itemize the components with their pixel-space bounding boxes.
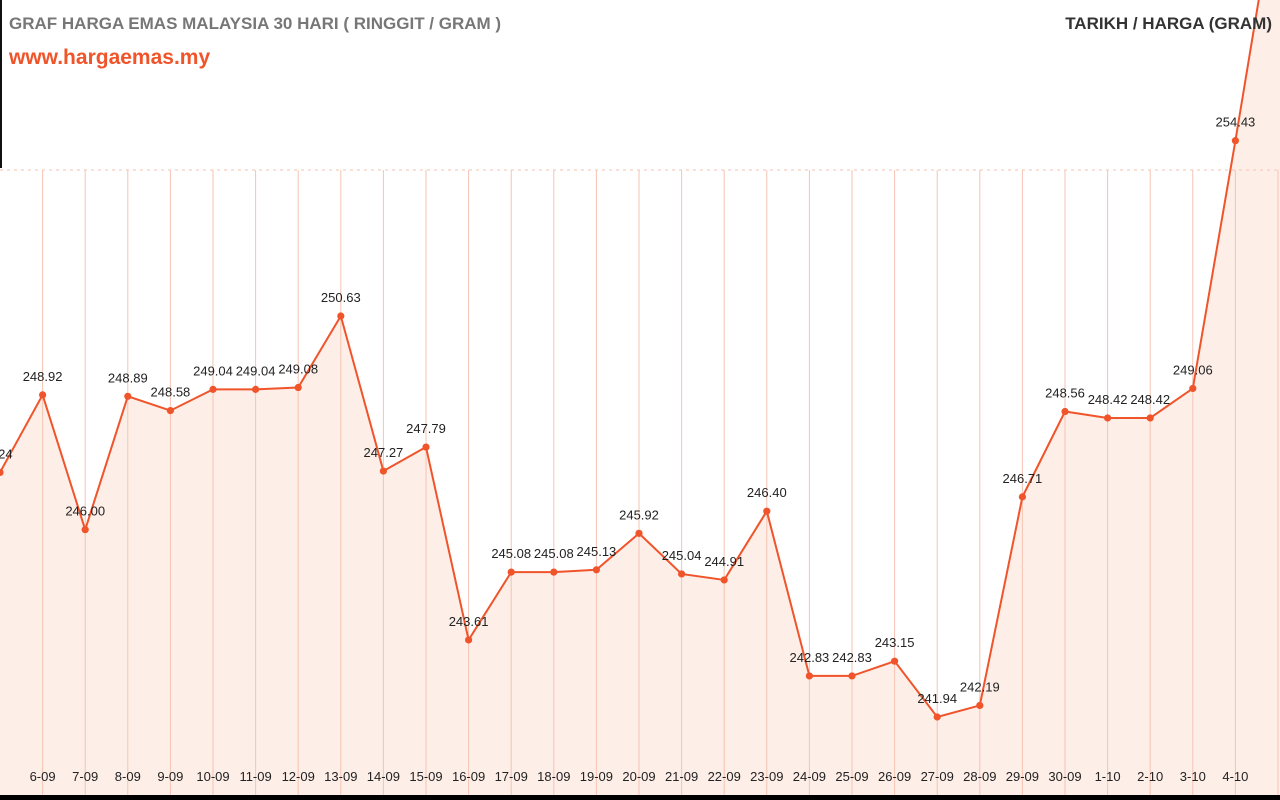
x-tick-label-23-09: 23-09 — [750, 769, 783, 784]
data-point-9-09 — [166, 406, 174, 415]
data-label-17-09: 245.08 — [491, 546, 531, 561]
data-label-1-10: 248.42 — [1088, 392, 1128, 407]
data-label-23-09: 246.40 — [747, 485, 787, 500]
data-point-10-09 — [209, 385, 217, 393]
data-label-10-09: 249.04 — [193, 363, 233, 378]
x-tick-label-9-09: 9-09 — [157, 769, 183, 784]
x-tick-label-20-09: 20-09 — [622, 769, 655, 784]
data-label-21-09: 245.04 — [662, 548, 702, 563]
data-point-16-09 — [465, 636, 473, 644]
data-point-5-09 — [0, 468, 4, 477]
data-label-13-09: 250.63 — [321, 290, 361, 305]
x-tick-label-18-09: 18-09 — [537, 769, 570, 784]
data-point-2-10 — [1146, 414, 1154, 422]
x-tick-label-3-10: 3-10 — [1180, 769, 1206, 784]
data-point-22-09 — [720, 576, 728, 584]
data-label-27-09: 241.94 — [917, 691, 957, 706]
x-tick-label-13-09: 13-09 — [324, 769, 357, 784]
x-tick-label-1-10: 1-10 — [1095, 769, 1121, 784]
data-label-12-09: 249.08 — [278, 362, 318, 377]
data-label-5-09: 7.24 — [0, 446, 13, 461]
x-tick-label-16-09: 16-09 — [452, 769, 485, 784]
x-tick-label-10-09: 10-09 — [196, 769, 229, 784]
x-tick-label-12-09: 12-09 — [282, 769, 315, 784]
data-point-25-09 — [848, 672, 856, 680]
x-tick-label-17-09: 17-09 — [495, 769, 528, 784]
x-tick-label-6-09: 6-09 — [30, 769, 56, 784]
data-point-11-09 — [252, 385, 260, 393]
data-label-26-09: 243.15 — [875, 635, 915, 650]
data-label-25-09: 242.83 — [832, 650, 872, 665]
data-label-9-09: 248.58 — [151, 385, 191, 400]
data-point-26-09 — [891, 657, 899, 665]
x-tick-label-29-09: 29-09 — [1006, 769, 1039, 784]
x-tick-label-4-10: 4-10 — [1222, 769, 1248, 784]
data-label-7-09: 246.00 — [65, 504, 105, 519]
data-label-29-09: 246.71 — [1003, 471, 1043, 486]
data-point-14-09 — [379, 467, 387, 475]
data-point-15-09 — [422, 443, 430, 451]
x-tick-label-14-09: 14-09 — [367, 769, 400, 784]
data-point-30-09 — [1061, 407, 1069, 416]
x-tick-label-25-09: 25-09 — [835, 769, 868, 784]
x-tick-label-28-09: 28-09 — [963, 769, 996, 784]
data-label-4-10: 254.43 — [1216, 115, 1256, 130]
data-label-3-10: 249.06 — [1173, 362, 1213, 377]
x-tick-label-26-09: 26-09 — [878, 769, 911, 784]
x-tick-label-2-10: 2-10 — [1137, 769, 1163, 784]
data-point-6-09 — [39, 391, 47, 399]
data-label-14-09: 247.27 — [364, 445, 404, 460]
data-point-7-09 — [81, 526, 89, 534]
data-point-24-09 — [805, 672, 814, 680]
x-tick-label-11-09: 11-09 — [239, 769, 271, 784]
data-label-18-09: 245.08 — [534, 546, 574, 561]
data-point-20-09 — [635, 529, 643, 537]
data-point-23-09 — [763, 507, 771, 515]
bottom-bar — [0, 795, 1280, 800]
site-url-link[interactable]: www.hargaemas.my — [9, 46, 211, 69]
data-point-4-10 — [1231, 137, 1239, 145]
data-point-12-09 — [294, 383, 302, 392]
data-point-19-09 — [592, 566, 601, 574]
data-point-3-10 — [1189, 384, 1197, 393]
data-label-2-10: 248.42 — [1130, 392, 1170, 407]
data-label-11-09: 249.04 — [236, 363, 276, 378]
data-label-19-09: 245.13 — [577, 544, 617, 559]
data-point-18-09 — [550, 568, 558, 576]
x-tick-label-15-09: 15-09 — [409, 769, 442, 784]
data-label-15-09: 247.79 — [406, 421, 446, 436]
x-tick-label-27-09: 27-09 — [921, 769, 954, 784]
data-label-22-09: 244.91 — [704, 554, 744, 569]
data-label-8-09: 248.89 — [108, 370, 148, 385]
x-tick-label-24-09: 24-09 — [793, 769, 826, 784]
data-point-29-09 — [1018, 493, 1026, 501]
x-tick-label-7-09: 7-09 — [72, 769, 98, 784]
chart-title: GRAF HARGA EMAS MALAYSIA 30 HARI ( RINGG… — [9, 14, 502, 33]
x-tick-label-21-09: 21-09 — [665, 769, 698, 784]
left-edge-border — [0, 0, 2, 168]
x-tick-label-8-09: 8-09 — [115, 769, 141, 784]
data-label-6-09: 248.92 — [23, 369, 63, 384]
x-tick-label-22-09: 22-09 — [708, 769, 741, 784]
data-point-8-09 — [124, 392, 132, 400]
data-point-1-10 — [1104, 414, 1112, 422]
data-point-17-09 — [507, 568, 515, 576]
data-label-30-09: 248.56 — [1045, 386, 1085, 401]
x-tick-label-30-09: 30-09 — [1048, 769, 1081, 784]
legend-label: TARIKH / HARGA (GRAM) — [1065, 14, 1272, 33]
data-point-27-09 — [933, 713, 941, 721]
data-point-28-09 — [976, 701, 984, 710]
data-label-16-09: 243.61 — [449, 614, 489, 629]
x-tick-label-19-09: 19-09 — [580, 769, 613, 784]
data-label-24-09: 242.83 — [790, 650, 830, 665]
data-point-21-09 — [678, 570, 686, 578]
data-point-13-09 — [337, 312, 345, 320]
data-label-28-09: 242.19 — [960, 679, 1000, 694]
data-label-20-09: 245.92 — [619, 507, 659, 522]
